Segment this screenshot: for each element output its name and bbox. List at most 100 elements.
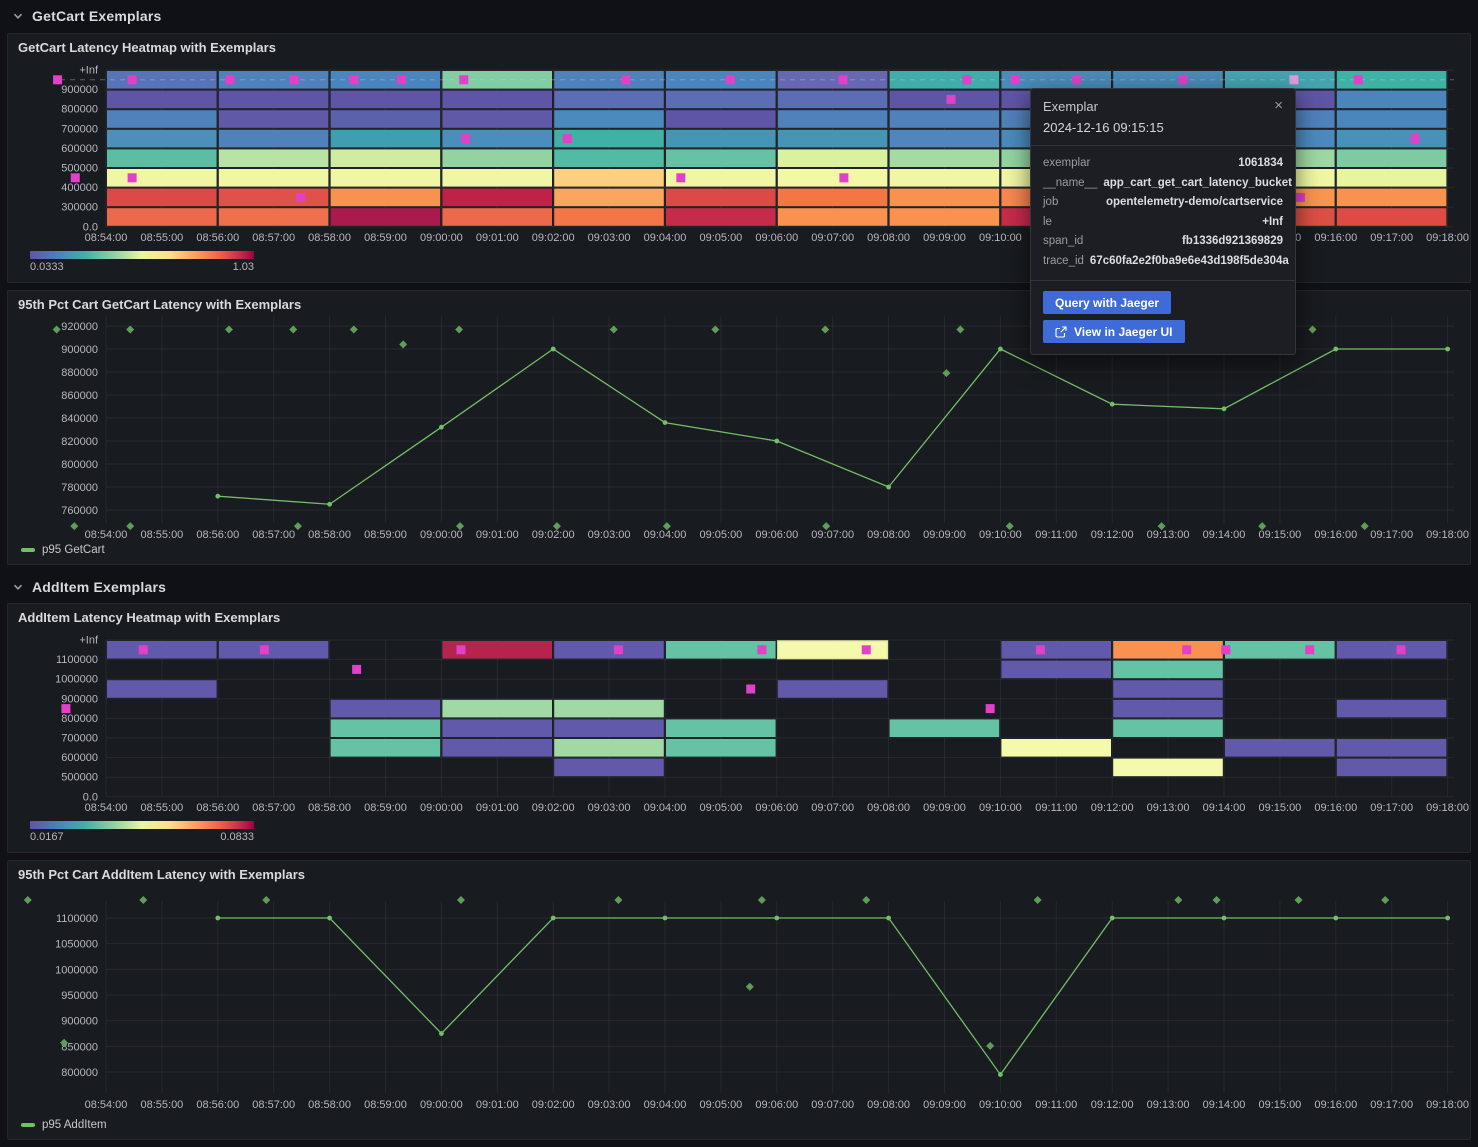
- line-point[interactable]: [550, 346, 556, 352]
- heatmap-cell[interactable]: [889, 71, 1000, 89]
- exemplar-marker[interactable]: [562, 134, 572, 144]
- heatmap-cell[interactable]: [107, 641, 217, 659]
- heatmap-cell[interactable]: [1225, 739, 1335, 757]
- exemplar-marker[interactable]: [725, 75, 735, 85]
- heatmap-cell[interactable]: [666, 641, 776, 659]
- heatmap-cell[interactable]: [1336, 699, 1447, 718]
- heatmap-cell[interactable]: [1113, 71, 1223, 89]
- heatmap-cell[interactable]: [554, 90, 664, 109]
- heatmap-cell[interactable]: [777, 90, 888, 109]
- exemplar-diamond[interactable]: [986, 1041, 995, 1050]
- row-header-additem-exemplars[interactable]: AddItem Exemplars: [0, 572, 1478, 602]
- exemplar-marker[interactable]: [676, 173, 686, 183]
- exemplar-diamond[interactable]: [1212, 896, 1221, 905]
- line-point[interactable]: [998, 1072, 1003, 1077]
- heatmap-cell[interactable]: [107, 129, 217, 148]
- exemplar-marker[interactable]: [459, 75, 469, 85]
- heatmap-cell[interactable]: [1001, 660, 1111, 679]
- heatmap-cell[interactable]: [554, 188, 664, 207]
- exemplar-diamond[interactable]: [126, 522, 135, 531]
- exemplar-marker[interactable]: [1035, 645, 1045, 655]
- heatmap-cell[interactable]: [777, 640, 889, 660]
- heatmap-cell[interactable]: [442, 129, 552, 148]
- heatmap-cell[interactable]: [1113, 719, 1223, 737]
- heatmap-cell[interactable]: [1113, 699, 1223, 718]
- heatmap-cell[interactable]: [554, 758, 664, 777]
- exemplar-diamond[interactable]: [126, 325, 135, 334]
- heatmap-cell[interactable]: [1336, 169, 1447, 187]
- exemplar-marker[interactable]: [127, 173, 137, 183]
- heatmap-cell[interactable]: [218, 149, 329, 167]
- close-icon[interactable]: ×: [1274, 97, 1283, 114]
- heatmap-cell[interactable]: [442, 188, 552, 207]
- heatmap-cell[interactable]: [666, 71, 776, 89]
- heatmap-cell[interactable]: [777, 149, 888, 167]
- heatmap-cell[interactable]: [1336, 71, 1447, 89]
- exemplar-diamond[interactable]: [349, 325, 358, 334]
- heatmap-cell[interactable]: [777, 188, 888, 207]
- heatmap-cell[interactable]: [1336, 739, 1447, 757]
- heatmap-cell[interactable]: [442, 169, 552, 187]
- exemplar-marker[interactable]: [53, 75, 63, 85]
- line-point[interactable]: [1333, 915, 1339, 921]
- exemplar-marker[interactable]: [757, 645, 767, 655]
- heatmap-cell[interactable]: [666, 208, 776, 226]
- line-point[interactable]: [886, 484, 891, 490]
- exemplar-marker[interactable]: [839, 173, 849, 183]
- exemplar-marker[interactable]: [1178, 75, 1188, 85]
- heatmap-cell[interactable]: [1336, 129, 1447, 148]
- query-with-jaeger-button[interactable]: Query with Jaeger: [1043, 291, 1172, 314]
- exemplar-diamond[interactable]: [862, 896, 871, 905]
- exemplar-marker[interactable]: [946, 94, 956, 104]
- exemplar-marker[interactable]: [746, 684, 756, 694]
- heatmap-cell[interactable]: [107, 208, 217, 226]
- heatmap-cell[interactable]: [1336, 641, 1447, 659]
- heatmap-cell[interactable]: [777, 208, 888, 226]
- exemplar-diamond[interactable]: [1033, 896, 1042, 905]
- heatmap-cell[interactable]: [777, 71, 888, 89]
- heatmap-cell[interactable]: [107, 680, 217, 698]
- exemplar-marker[interactable]: [1182, 645, 1192, 655]
- heatmap-cell[interactable]: [777, 110, 888, 128]
- exemplar-marker[interactable]: [127, 75, 137, 85]
- heatmap-cell[interactable]: [442, 110, 552, 128]
- exemplar-diamond[interactable]: [289, 325, 298, 334]
- heatmap-cell[interactable]: [1336, 110, 1447, 128]
- heatmap-cell[interactable]: [1336, 188, 1447, 207]
- line-point[interactable]: [662, 420, 668, 425]
- exemplar-diamond[interactable]: [455, 325, 464, 334]
- heatmap-cell[interactable]: [666, 719, 776, 737]
- heatmap-cell[interactable]: [442, 71, 552, 89]
- heatmap-cell[interactable]: [442, 719, 552, 737]
- heatmap-cell[interactable]: [1001, 641, 1111, 659]
- heatmap-cell[interactable]: [1113, 758, 1223, 777]
- heatmap-cell[interactable]: [666, 149, 776, 167]
- exemplar-marker[interactable]: [61, 704, 71, 714]
- heatmap-cell[interactable]: [330, 90, 441, 109]
- exemplar-marker[interactable]: [138, 645, 148, 655]
- exemplar-marker[interactable]: [352, 664, 362, 674]
- heatmap-cell[interactable]: [666, 739, 776, 757]
- exemplar-marker[interactable]: [1221, 645, 1231, 655]
- exemplar-diamond[interactable]: [745, 982, 754, 991]
- heatmap-cell[interactable]: [330, 110, 441, 128]
- heatmap-cell[interactable]: [777, 680, 888, 698]
- heatmap-cell[interactable]: [554, 739, 664, 757]
- heatmap-cell[interactable]: [666, 169, 776, 187]
- heatmap-cell[interactable]: [554, 169, 664, 187]
- exemplar-marker[interactable]: [1072, 75, 1082, 85]
- exemplar-marker[interactable]: [1410, 134, 1420, 144]
- heatmap-cell[interactable]: [330, 169, 441, 187]
- line-point[interactable]: [774, 915, 780, 921]
- exemplar-diamond[interactable]: [956, 325, 965, 334]
- line-point[interactable]: [1109, 401, 1115, 407]
- exemplar-diamond[interactable]: [609, 325, 618, 334]
- row-header-getcart-exemplars[interactable]: GetCart Exemplars: [0, 0, 1478, 32]
- heatmap-cell[interactable]: [777, 129, 888, 148]
- exemplar-diamond[interactable]: [60, 1038, 69, 1047]
- heatmap-cell[interactable]: [442, 90, 552, 109]
- exemplar-diamond[interactable]: [942, 369, 951, 378]
- heatmap-cell[interactable]: [777, 169, 888, 187]
- line-point[interactable]: [998, 346, 1003, 352]
- heatmap-cell[interactable]: [330, 719, 441, 737]
